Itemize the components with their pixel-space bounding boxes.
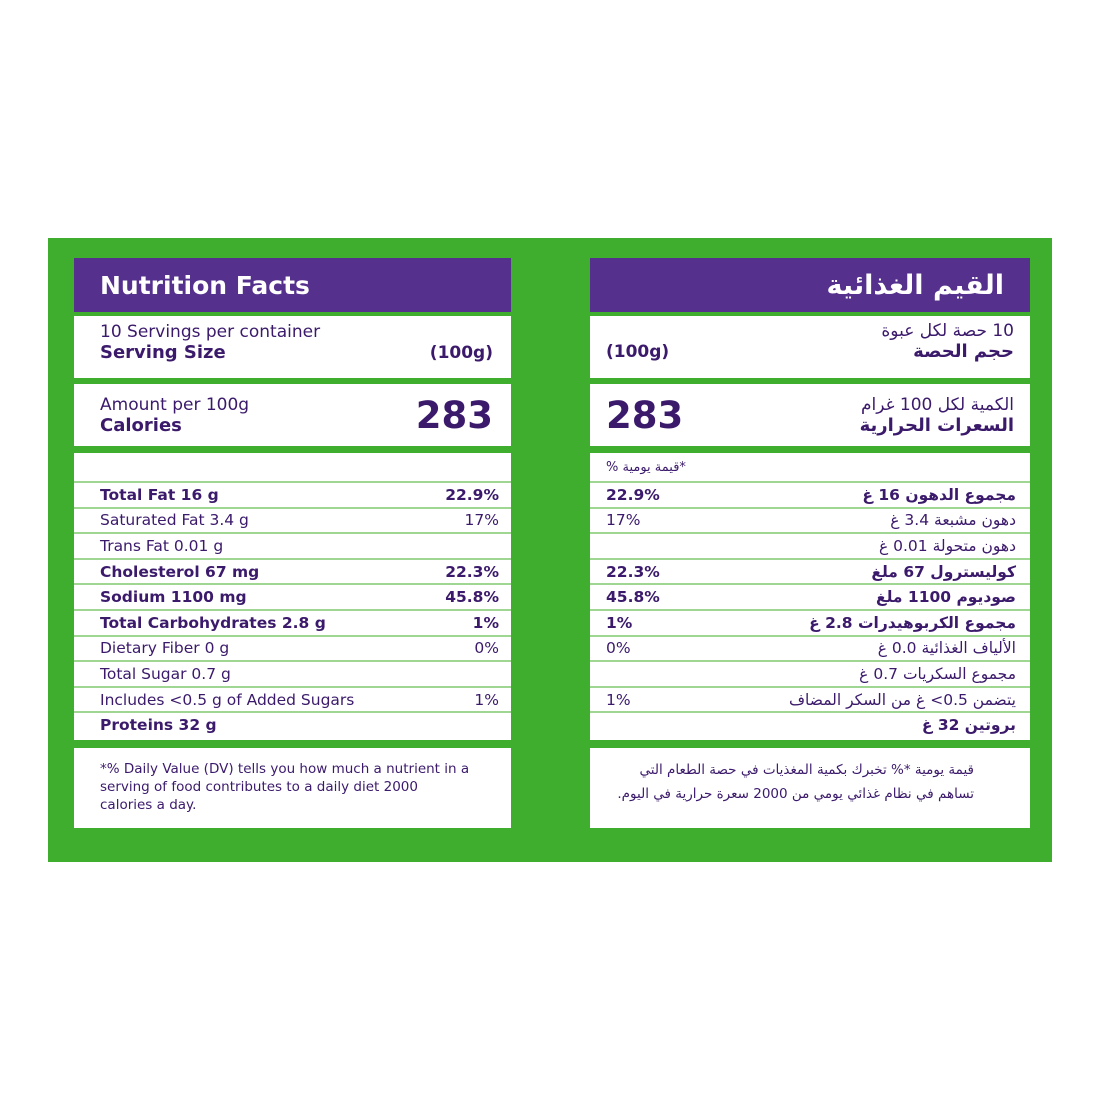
calories-value: 283 xyxy=(606,393,684,437)
daily-value: 1% xyxy=(472,613,499,632)
nutrient-row: Proteins 32 g xyxy=(74,711,511,737)
dv-header: *قيمة يومية % xyxy=(606,459,686,475)
nutrient-label: بروتين 32 غ xyxy=(921,716,1016,735)
calories-section: Amount per 100g Calories 283 xyxy=(74,384,511,446)
nutrient-label: Total Carbohydrates 2.8 g xyxy=(100,613,326,632)
nutrient-row: Dietary Fiber 0 g 0% xyxy=(74,634,511,661)
daily-value: 45.8% xyxy=(445,588,499,607)
daily-value: 17% xyxy=(606,511,641,530)
nutrient-row: Sodium 1100 mg 45.8% xyxy=(74,583,511,609)
amount-label: الكمية لكل 100 غرام xyxy=(860,394,1014,415)
nutrient-row: Cholesterol 67 mg 22.3% xyxy=(74,557,511,584)
daily-value: 0% xyxy=(606,639,631,658)
nutrient-label: كوليسترول 67 ملغ xyxy=(871,562,1016,581)
nutrient-row: Total Fat 16 g 22.9% xyxy=(74,481,511,507)
footnote: *% Daily Value (DV) tells you how much a… xyxy=(100,761,470,813)
nutrient-row: مجموع الكربوهيدرات 2.8 غ 1% xyxy=(590,608,1030,635)
calories-label: السعرات الحرارية xyxy=(859,414,1014,436)
amount-label: Amount per 100g xyxy=(100,394,250,415)
nutrient-label: Includes <0.5 g of Added Sugars xyxy=(100,690,355,709)
daily-value: 22.9% xyxy=(445,485,499,504)
daily-value: 45.8% xyxy=(606,588,660,607)
nutrient-label: Proteins 32 g xyxy=(100,716,217,735)
nutrient-label: Total Sugar 0.7 g xyxy=(100,664,231,683)
serving-section: 10 حصة لكل عبوة حجم الحصة (100g) xyxy=(590,316,1030,378)
footnote-section: *% Daily Value (DV) tells you how much a… xyxy=(74,748,511,828)
nutrient-row: يتضمن 0.5> غ من السكر المضاف 1% xyxy=(590,685,1030,712)
nutrient-label: دهون مشبعة 3.4 غ xyxy=(890,511,1016,530)
footnote: قيمة يومية *% تخبرك بكمية المغذيات في حص… xyxy=(617,762,974,802)
nutrient-label: Sodium 1100 mg xyxy=(100,588,247,607)
nutrient-row: دهون مشبعة 3.4 غ 17% xyxy=(590,506,1030,533)
nutrient-row: Saturated Fat 3.4 g 17% xyxy=(74,506,511,533)
calories-value: 283 xyxy=(415,393,493,437)
nutrient-row: Trans Fat 0.01 g xyxy=(74,532,511,558)
nutrient-row: Total Sugar 0.7 g xyxy=(74,660,511,686)
nutrient-table: *قيمة يومية % مجموع الدهون 16 غ 22.9% دهون… xyxy=(590,453,1030,740)
daily-value: 0% xyxy=(474,639,499,658)
dv-header-row xyxy=(74,453,511,481)
daily-value: 22.3% xyxy=(445,562,499,581)
nutrient-label: مجموع الكربوهيدرات 2.8 غ xyxy=(809,613,1016,632)
nutrient-row: Includes <0.5 g of Added Sugars 1% xyxy=(74,685,511,712)
nutrient-label: دهون متحولة 0.01 غ xyxy=(878,536,1016,555)
servings-per-container: 10 Servings per container xyxy=(100,322,321,342)
daily-value: 17% xyxy=(464,511,499,530)
panel-title: القيم الغذائية xyxy=(590,258,1030,312)
nutrient-row: دهون متحولة 0.01 غ xyxy=(590,532,1030,558)
english-panel: Nutrition Facts 10 Servings per containe… xyxy=(74,258,511,828)
nutrient-label: Total Fat 16 g xyxy=(100,485,219,504)
servings-per-container: 10 حصة لكل عبوة xyxy=(881,321,1014,341)
nutrition-label: Nutrition Facts 10 Servings per containe… xyxy=(48,238,1052,862)
nutrient-label: Trans Fat 0.01 g xyxy=(100,536,224,555)
calories-label: Calories xyxy=(100,414,182,436)
daily-value: 22.3% xyxy=(606,562,660,581)
nutrient-label: مجموع السكريات 0.7 غ xyxy=(859,664,1016,683)
nutrient-row: مجموع الدهون 16 غ 22.9% xyxy=(590,481,1030,507)
footnote-section: قيمة يومية *% تخبرك بكمية المغذيات في حص… xyxy=(590,748,1030,828)
nutrient-label: Cholesterol 67 mg xyxy=(100,562,260,581)
nutrient-row: الألياف الغذائية 0.0 غ 0% xyxy=(590,634,1030,661)
daily-value: 1% xyxy=(474,690,499,709)
arabic-panel: القيم الغذائية 10 حصة لكل عبوة حجم الحصة… xyxy=(590,258,1030,828)
serving-size-label: حجم الحصة xyxy=(913,341,1014,362)
serving-section: 10 Servings per container Serving Size (… xyxy=(74,316,511,378)
nutrient-label: Dietary Fiber 0 g xyxy=(100,639,230,658)
nutrient-row: Total Carbohydrates 2.8 g 1% xyxy=(74,608,511,635)
serving-size-label: Serving Size xyxy=(100,342,226,363)
nutrient-row: كوليسترول 67 ملغ 22.3% xyxy=(590,557,1030,584)
nutrient-label: الألياف الغذائية 0.0 غ xyxy=(877,639,1016,658)
nutrient-row: بروتين 32 غ xyxy=(590,711,1030,737)
nutrient-row: مجموع السكريات 0.7 غ xyxy=(590,660,1030,686)
calories-section: الكمية لكل 100 غرام السعرات الحرارية 283 xyxy=(590,384,1030,446)
nutrient-row: صوديوم 1100 ملغ 45.8% xyxy=(590,583,1030,609)
serving-size-value: (100g) xyxy=(429,343,493,363)
daily-value: 1% xyxy=(606,613,633,632)
daily-value: 1% xyxy=(606,690,631,709)
serving-size-value: (100g) xyxy=(606,342,670,362)
nutrient-label: مجموع الدهون 16 غ xyxy=(862,485,1016,504)
panel-title: Nutrition Facts xyxy=(74,258,511,312)
nutrient-label: صوديوم 1100 ملغ xyxy=(875,588,1016,607)
daily-value: 22.9% xyxy=(606,485,660,504)
dv-header-row: *قيمة يومية % xyxy=(590,453,1030,481)
nutrient-label: يتضمن 0.5> غ من السكر المضاف xyxy=(788,690,1016,709)
nutrient-label: Saturated Fat 3.4 g xyxy=(100,511,249,530)
nutrient-table: Total Fat 16 g 22.9% Saturated Fat 3.4 g 17… xyxy=(74,453,511,740)
